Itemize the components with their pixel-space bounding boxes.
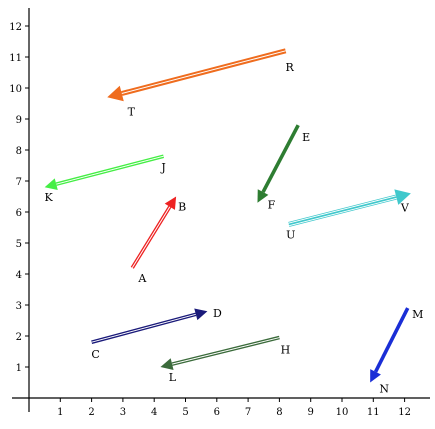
arrowhead <box>107 85 124 102</box>
y-tick-label: 2 <box>16 332 22 343</box>
vector-shaft <box>288 194 397 227</box>
y-tick-label: 9 <box>16 115 22 126</box>
point-label-h: H <box>281 344 291 357</box>
point-label-r: R <box>286 61 295 74</box>
point-labels: A B C D E F H L J K M N R T U V <box>45 61 424 396</box>
vector-jk <box>44 154 165 190</box>
point-label-n: N <box>379 383 389 396</box>
vectors <box>44 48 411 383</box>
point-label-u: U <box>286 228 295 241</box>
point-label-e: E <box>302 131 310 144</box>
point-label-m: M <box>412 308 423 321</box>
vector-shaft-highlight <box>288 197 397 227</box>
x-tick-label: 9 <box>308 407 314 418</box>
x-tick-label: 11 <box>367 407 380 418</box>
vector-shaft-highlight <box>121 50 286 95</box>
x-tick-label: 12 <box>398 407 411 418</box>
x-tick-label: 3 <box>120 407 126 418</box>
y-tick-label: 1 <box>16 363 22 374</box>
x-tick-label: 1 <box>57 407 63 418</box>
vector-shaft <box>261 124 300 193</box>
x-tick-label: 2 <box>88 407 94 418</box>
arrowhead <box>394 189 411 205</box>
vector-cd <box>91 308 208 344</box>
y-tick-label: 6 <box>16 208 22 219</box>
vector-mn <box>370 307 410 383</box>
y-tick-label: 10 <box>9 84 22 95</box>
axes <box>12 8 430 412</box>
vector-ab <box>130 196 177 269</box>
y-tick-label: 4 <box>16 270 22 281</box>
y-tick-label: 12 <box>9 22 22 33</box>
vector-uv <box>288 189 411 227</box>
x-tick-label: 5 <box>182 407 188 418</box>
point-label-b: B <box>178 201 186 214</box>
vector-shaft-highlight <box>131 206 171 269</box>
vector-shaft <box>373 307 410 373</box>
point-label-d: D <box>213 307 222 320</box>
arrowhead <box>164 196 177 210</box>
x-tick-label: 8 <box>276 407 282 418</box>
y-tick-label: 11 <box>9 53 22 64</box>
vector-shaft-highlight <box>91 313 196 343</box>
y-tick-label: 8 <box>16 146 22 157</box>
arrowhead <box>257 189 269 203</box>
x-tick-label: 6 <box>214 407 220 418</box>
y-tick-label: 7 <box>16 177 22 188</box>
arrowhead <box>194 308 208 321</box>
vector-shaft-highlight <box>56 155 164 185</box>
x-tick-label: 10 <box>336 407 349 418</box>
y-tick-label: 3 <box>16 301 22 312</box>
arrowhead <box>44 178 58 190</box>
point-label-k: K <box>45 191 54 204</box>
vector-rt <box>107 48 287 102</box>
point-label-t: T <box>128 105 136 118</box>
point-label-a: A <box>137 272 147 285</box>
vector-hl <box>160 335 280 370</box>
y-tick-label: 5 <box>16 239 22 250</box>
arrowhead <box>370 369 381 383</box>
point-label-j: J <box>160 161 165 174</box>
x-tick-label: 7 <box>245 407 251 418</box>
point-label-l: L <box>169 371 177 384</box>
x-tick-label: 4 <box>151 407 157 418</box>
vector-ef <box>257 124 300 203</box>
vector-shaft-highlight <box>288 195 397 224</box>
arrowhead <box>160 358 174 370</box>
point-label-v: V <box>400 201 410 214</box>
vector-shaft-highlight <box>171 337 280 365</box>
point-label-c: C <box>91 348 99 361</box>
point-label-f: F <box>268 199 276 212</box>
